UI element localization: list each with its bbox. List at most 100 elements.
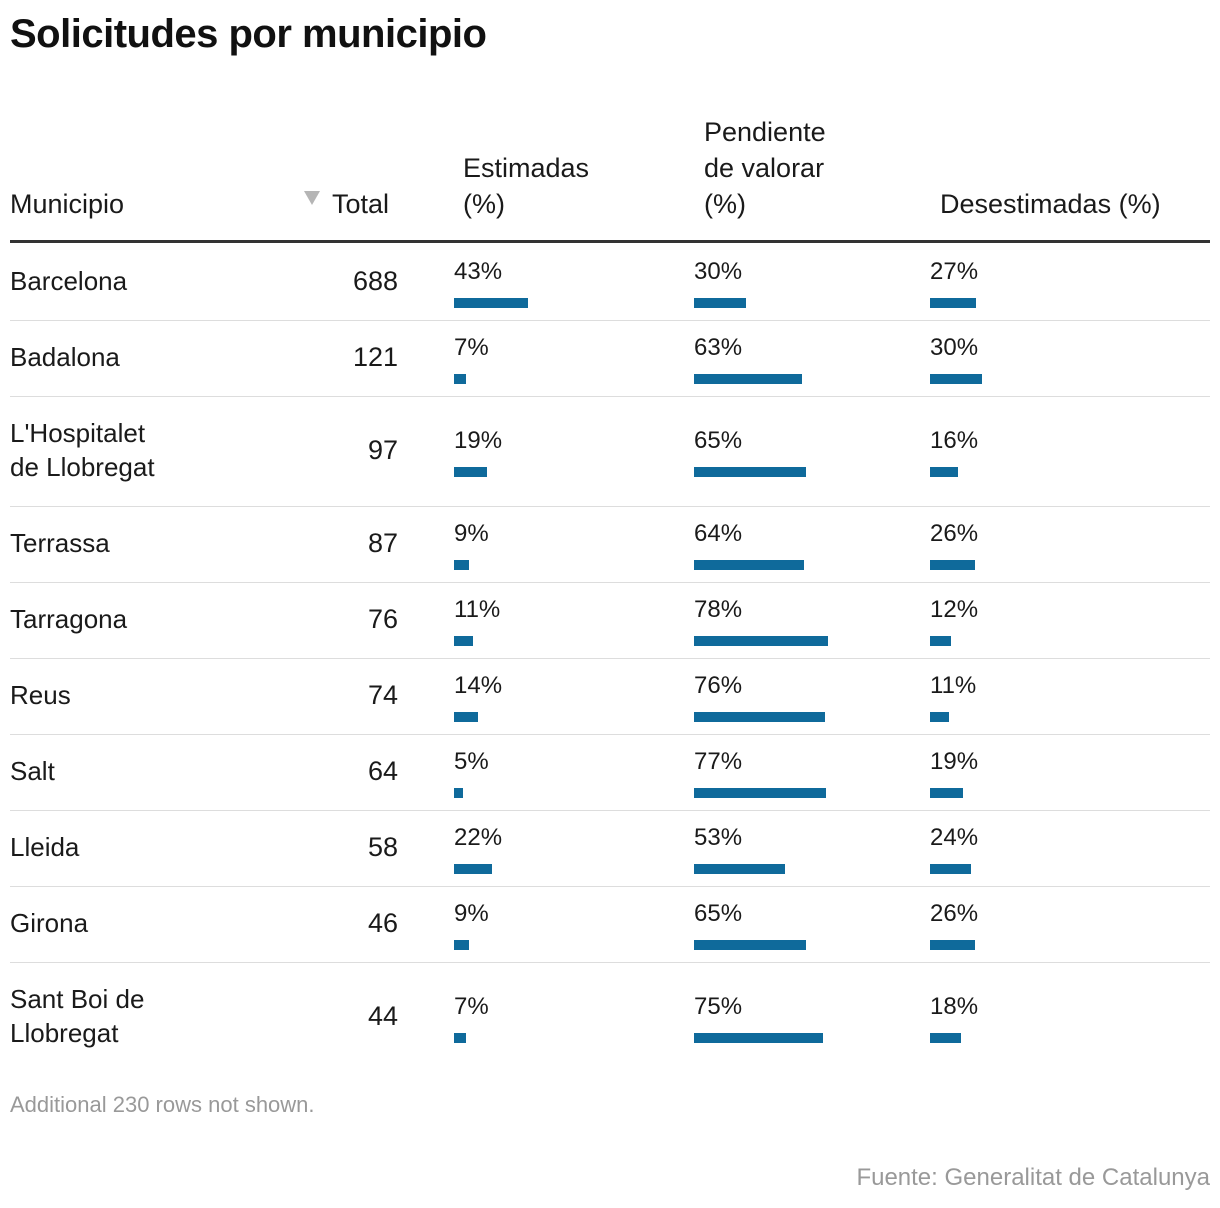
desestimadas-bar [930,298,976,308]
total-value: 58 [367,832,398,862]
estimadas-pct-label: 7% [454,993,489,1020]
pendiente-pct-label: 53% [694,824,743,851]
desestimadas-pct-label: 19% [930,748,979,775]
municipio-name: Sant Boi de Llobregat [10,982,270,1050]
pendiente-bar [694,467,806,477]
estimadas-bar [454,298,528,308]
column-header-estimadas[interactable]: Estimadas (%) [463,150,589,222]
desestimadas-pct-label: 16% [930,427,979,454]
column-header-pendiente-line3: (%) [704,189,746,219]
table-row: Lleida 58 22% 53% 24% [10,810,1210,887]
pendiente-bar [694,940,806,950]
total-value: 44 [367,1001,398,1031]
estimadas-pct-label: 22% [454,824,503,851]
footnote: Additional 230 rows not shown. [10,1092,315,1117]
estimadas-pct-label: 43% [454,258,503,285]
municipio-name: Tarragona [10,602,270,636]
municipio-name: Lleida [10,830,270,864]
desestimadas-pct-label: 26% [930,520,979,547]
pendiente-bar [694,636,828,646]
table-row: Reus 74 14% 76% 11% [10,658,1210,735]
column-header-pendiente[interactable]: Pendiente de valorar (%) [704,114,826,222]
total-value: 87 [367,528,398,558]
desestimadas-bar [930,788,963,798]
table-row: Terrassa 87 9% 64% 26% [10,506,1210,583]
table-row: Sant Boi de Llobregat 44 7% 75% 18% [10,962,1210,1072]
total-value: 97 [367,435,398,465]
estimadas-bar [454,636,473,646]
pendiente-pct-label: 65% [694,900,743,927]
column-header-municipio[interactable]: Municipio [10,186,124,222]
municipio-name-line: Reus [10,680,71,710]
desestimadas-bar [930,560,975,570]
table-header: Municipio Total Estimadas (%) Pendiente … [10,110,1210,243]
estimadas-bar [454,940,469,950]
column-header-estimadas-line1: Estimadas [463,153,590,183]
pendiente-bar [694,712,825,722]
pendiente-pct-label: 76% [694,672,743,699]
column-header-desestimadas-label: Desestimadas (%) [940,189,1161,219]
pendiente-bar [694,864,785,874]
estimadas-bar [454,467,487,477]
municipio-name: L'Hospitalet de Llobregat [10,416,270,484]
municipio-name-line: Sant Boi de [10,984,145,1014]
desestimadas-pct-label: 11% [930,672,977,699]
municipio-name-line: Lleida [10,832,80,862]
estimadas-bar [454,1033,466,1043]
pendiente-bar [694,374,802,384]
municipio-name-line: Tarragona [10,604,128,634]
municipio-name: Badalona [10,340,270,374]
estimadas-bar [454,788,463,798]
column-header-total-label: Total [332,189,390,219]
pendiente-bar [694,298,746,308]
table-row: Badalona 121 7% 63% 30% [10,320,1210,397]
pendiente-pct-label: 64% [694,520,743,547]
sort-descending-icon [304,191,320,205]
estimadas-pct-label: 11% [454,596,501,623]
table-row: Salt 64 5% 77% 19% [10,734,1210,811]
source-credit: Fuente: Generalitat de Catalunya [856,1164,1210,1191]
desestimadas-pct-label: 30% [930,334,979,361]
estimadas-bar [454,560,469,570]
municipio-name: Girona [10,906,270,940]
column-header-municipio-label: Municipio [10,189,125,219]
estimadas-bar [454,864,492,874]
municipio-name-line: L'Hospitalet [10,418,146,448]
table-row: Barcelona 688 43% 30% 27% [10,244,1210,321]
table-row: L'Hospitalet de Llobregat 97 19% 65% 16% [10,396,1210,507]
desestimadas-pct-label: 24% [930,824,979,851]
estimadas-pct-label: 9% [454,900,489,927]
desestimadas-bar [930,940,975,950]
page-title: Solicitudes por municipio [10,12,487,56]
municipio-name-line: Badalona [10,342,120,372]
desestimadas-pct-label: 12% [930,596,979,623]
total-value: 121 [352,342,398,372]
column-header-desestimadas[interactable]: Desestimadas (%) [940,186,1161,222]
pendiente-bar [694,560,804,570]
pendiente-pct-label: 75% [694,993,743,1020]
desestimadas-pct-label: 27% [930,258,979,285]
desestimadas-bar [930,1033,961,1043]
municipio-name-line: Barcelona [10,266,128,296]
municipio-name-line: Girona [10,908,89,938]
pendiente-pct-label: 65% [694,427,743,454]
desestimadas-bar [930,712,949,722]
column-header-pendiente-line1: Pendiente [704,117,826,147]
municipio-name: Barcelona [10,264,270,298]
column-header-estimadas-line2: (%) [463,189,505,219]
pendiente-pct-label: 78% [694,596,743,623]
municipio-name: Salt [10,754,270,788]
estimadas-pct-label: 7% [454,334,489,361]
total-value: 688 [352,266,398,296]
column-header-total[interactable]: Total [304,186,389,222]
desestimadas-pct-label: 26% [930,900,979,927]
estimadas-pct-label: 19% [454,427,503,454]
pendiente-pct-label: 30% [694,258,743,285]
column-header-pendiente-line2: de valorar [704,153,825,183]
municipio-name: Reus [10,678,270,712]
municipio-name-line: Terrassa [10,528,110,558]
table-row: Tarragona 76 11% 78% 12% [10,582,1210,659]
total-value: 76 [367,604,398,634]
total-value: 74 [367,680,398,710]
pendiente-bar [694,788,826,798]
